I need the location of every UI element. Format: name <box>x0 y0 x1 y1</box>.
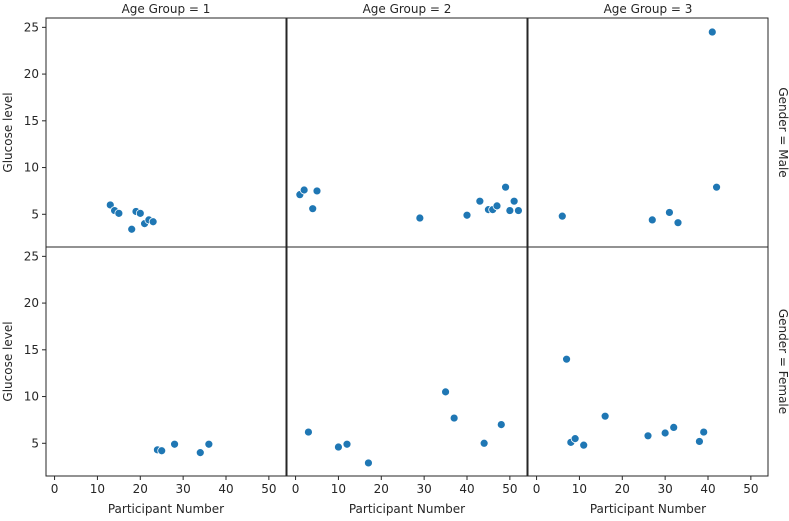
x-tick-label: 30 <box>417 482 432 496</box>
y-tick-label: 5 <box>31 207 39 221</box>
data-point <box>699 427 709 437</box>
data-point <box>695 437 704 446</box>
data-point <box>114 208 124 218</box>
panel-frame <box>286 246 528 477</box>
x-axis-label: Participant Number <box>349 502 465 516</box>
data-point <box>127 224 137 234</box>
data-point <box>509 196 519 206</box>
data-point <box>304 427 313 437</box>
x-axis-label: Participant Number <box>108 502 224 516</box>
data-point <box>135 208 145 218</box>
data-point <box>570 434 580 444</box>
x-tick-label: 10 <box>572 482 587 496</box>
data-point <box>334 442 343 452</box>
x-tick-label: 30 <box>658 482 673 496</box>
x-tick-label: 30 <box>176 482 191 496</box>
y-tick-label: 10 <box>24 161 39 175</box>
data-point <box>308 204 318 214</box>
data-point <box>449 413 459 423</box>
data-point <box>364 458 373 468</box>
row-label: Gender = Female <box>776 309 789 414</box>
x-tick-label: 20 <box>374 482 389 496</box>
column-title: Age Group = 1 <box>122 2 211 16</box>
data-point <box>492 201 502 211</box>
y-tick-label: 25 <box>24 20 39 34</box>
data-point <box>660 428 670 438</box>
data-point <box>562 354 571 364</box>
data-point <box>415 213 425 223</box>
row-label: Gender = Male <box>776 87 789 177</box>
data-point <box>579 440 589 450</box>
x-tick-label: 10 <box>331 482 346 496</box>
y-tick-label: 15 <box>24 114 39 128</box>
data-point <box>462 210 472 220</box>
x-tick-label: 40 <box>218 482 233 496</box>
data-point <box>479 438 489 448</box>
data-point <box>312 186 322 196</box>
data-point <box>170 439 179 449</box>
x-axis-label: Participant Number <box>590 502 706 516</box>
y-tick-label: 20 <box>24 67 39 81</box>
y-axis-label: Glucose level <box>1 321 15 401</box>
x-tick-label: 0 <box>51 482 59 496</box>
panel-frame <box>45 17 287 248</box>
y-tick-label: 5 <box>31 436 39 450</box>
x-tick-label: 10 <box>90 482 105 496</box>
data-point <box>712 182 721 192</box>
data-point <box>707 27 717 37</box>
data-point <box>514 206 523 215</box>
data-point <box>643 431 653 441</box>
column-title: Age Group = 2 <box>363 2 452 16</box>
data-point <box>342 439 352 449</box>
x-tick-label: 20 <box>133 482 148 496</box>
data-point <box>195 448 205 458</box>
column-title: Age Group = 3 <box>604 2 693 16</box>
x-tick-label: 50 <box>502 482 517 496</box>
x-tick-label: 0 <box>533 482 541 496</box>
y-tick-label: 15 <box>24 343 39 357</box>
data-point <box>496 420 506 429</box>
y-axis-label: Glucose level <box>1 92 15 172</box>
data-point <box>557 211 567 221</box>
y-tick-label: 25 <box>24 249 39 263</box>
panel-frame <box>45 246 287 477</box>
x-tick-label: 40 <box>700 482 715 496</box>
data-point <box>204 439 214 449</box>
x-tick-label: 50 <box>261 482 276 496</box>
x-tick-label: 0 <box>292 482 300 496</box>
panel-frame <box>527 246 769 477</box>
x-tick-label: 40 <box>459 482 474 496</box>
y-tick-label: 20 <box>24 296 39 310</box>
data-point <box>505 206 515 215</box>
data-point <box>475 196 485 206</box>
data-point <box>501 182 510 192</box>
data-point <box>647 215 657 225</box>
data-point <box>600 411 610 421</box>
data-point <box>673 218 683 228</box>
data-point <box>148 217 158 227</box>
data-point <box>665 208 674 217</box>
data-point <box>299 185 309 195</box>
data-point <box>157 446 167 456</box>
y-tick-label: 10 <box>24 390 39 404</box>
x-tick-label: 50 <box>743 482 758 496</box>
x-tick-label: 20 <box>615 482 630 496</box>
data-point <box>441 387 450 397</box>
data-point <box>669 422 679 432</box>
